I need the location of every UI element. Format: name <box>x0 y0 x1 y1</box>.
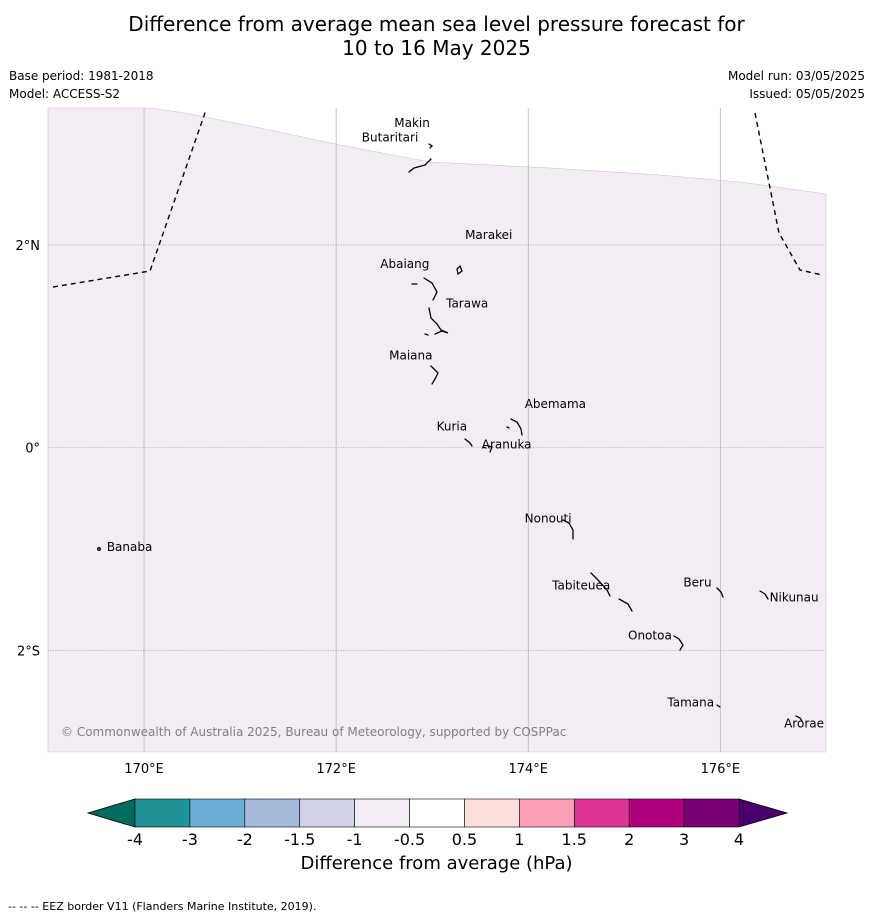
island-label-marakei: Marakei <box>465 228 512 242</box>
banaba-outline <box>97 547 101 551</box>
island-label-beru: Beru <box>683 576 711 590</box>
lon-tick-label: 176°E <box>701 762 741 777</box>
colorbar-bin <box>628 798 685 828</box>
colorbar-tick-label: 0.5 <box>452 830 477 849</box>
nonouti-outline <box>562 519 574 540</box>
colorbar-bin <box>244 798 301 828</box>
colorbar-bin <box>299 798 355 828</box>
onotoa-outline <box>673 635 684 651</box>
colorbar-bin <box>573 798 630 828</box>
island-label-onotoa: Onotoa <box>628 628 672 642</box>
axis-labels: 170°E 172°E 174°E 176°E 2°N 0° 2°S <box>16 239 741 777</box>
colorbar-tick-label: -0.5 <box>394 830 425 849</box>
lon-tick-label: 170°E <box>124 762 164 777</box>
island-label-kuria: Kuria <box>437 419 468 433</box>
colorbar-tick-label: 1 <box>514 830 524 849</box>
title-line-2: 10 to 16 May 2025 <box>342 36 531 60</box>
colorbar-tick-label: 4 <box>734 830 744 849</box>
island-shapes <box>97 143 803 722</box>
model-name: Model: ACCESS-S2 <box>9 87 121 101</box>
tamana-outline <box>716 704 721 708</box>
island-label-makin: Makin <box>394 116 430 130</box>
colorbar-tick-label: -4 <box>127 830 143 849</box>
colorbar: -4 -3 -2 -1.5 -1 -0.5 0.5 1 1.5 2 3 4 <box>86 798 789 849</box>
aranuka-outline <box>482 445 493 453</box>
pressure-anomaly-shading <box>47 107 827 753</box>
lon-tick-label: 174°E <box>508 762 548 777</box>
maiana-outline <box>430 365 439 385</box>
issued-date: Issued: 05/05/2025 <box>749 87 865 101</box>
colorbar-tick-label: 1.5 <box>562 830 587 849</box>
lat-tick-label: 0° <box>25 442 40 457</box>
colorbar-bin <box>409 798 465 828</box>
colorbar-bin <box>354 798 410 828</box>
island-label-tamana: Tamana <box>666 695 714 709</box>
butaritari-outline <box>408 158 432 173</box>
island-label-tabiteuea: Tabiteuea <box>551 579 610 593</box>
abaiang-outline <box>411 277 438 301</box>
island-label-maiana: Maiana <box>389 348 432 362</box>
colorbar-low-extension <box>86 798 136 828</box>
map-title: Difference from average mean sea level p… <box>0 12 873 60</box>
eez-border <box>52 109 823 288</box>
colorbar-bin <box>519 798 575 828</box>
arorae-outline <box>795 715 803 722</box>
tarawa-outline <box>424 307 449 336</box>
kuria-outline <box>464 438 473 447</box>
model-run: Model run: 03/05/2025 <box>727 69 865 83</box>
eez-legend-note: -- -- -- EEZ border V11 (Flanders Marine… <box>8 900 317 913</box>
colorbar-tick-label: 2 <box>624 830 634 849</box>
colorbar-tick-label: 3 <box>679 830 689 849</box>
lat-tick-label: 2°N <box>16 239 41 254</box>
island-label-abaiang: Abaiang <box>380 257 429 271</box>
colorbar-tick-label: -2 <box>237 830 253 849</box>
abemama-outline <box>506 418 523 436</box>
marakei-outline <box>456 264 463 276</box>
eez-border-west <box>52 109 207 288</box>
graticule <box>48 108 826 752</box>
beru-outline <box>716 587 724 598</box>
makin-outline <box>428 143 434 149</box>
colorbar-tick-label: -1 <box>347 830 363 849</box>
lon-tick-label: 172°E <box>316 762 356 777</box>
island-label-butaritari: Butaritari <box>362 130 419 144</box>
base-period: Base period: 1981-2018 <box>9 69 154 83</box>
island-label-abemama: Abemama <box>525 397 586 411</box>
tabiteuea-outline <box>590 572 633 612</box>
island-label-nonouti: Nonouti <box>525 512 572 526</box>
nikunau-outline <box>759 590 769 600</box>
island-label-nikunau: Nikunau <box>770 591 819 605</box>
island-label-aranuka: Aranuka <box>482 438 532 452</box>
colorbar-bin <box>134 798 191 828</box>
colorbar-tick-label: -3 <box>182 830 198 849</box>
colorbar-high-extension <box>738 798 789 828</box>
lat-tick-label: 2°S <box>17 645 40 660</box>
colorbar-tick-label: -1.5 <box>284 830 315 849</box>
island-label-tarawa: Tarawa <box>445 297 488 311</box>
island-label-arorae: Arorae <box>784 717 824 731</box>
colorbar-bin <box>464 798 520 828</box>
colorbar-bin <box>189 798 246 828</box>
copyright-notice: © Commonwealth of Australia 2025, Bureau… <box>61 725 566 739</box>
colorbar-label: Difference from average (hPa) <box>300 853 573 874</box>
colorbar-bin <box>683 798 740 828</box>
island-label-banaba: Banaba <box>107 540 153 554</box>
title-line-1: Difference from average mean sea level p… <box>128 12 745 36</box>
